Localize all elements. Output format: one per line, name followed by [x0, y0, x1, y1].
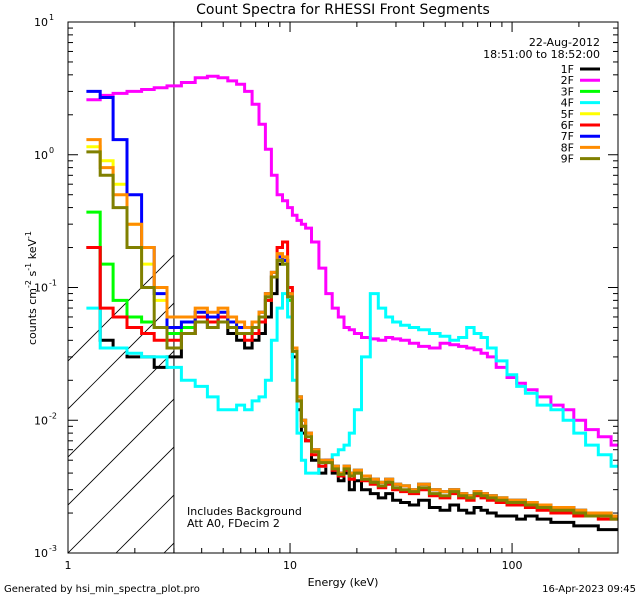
y-tick-label: 10: [34, 149, 48, 162]
hatch-line: [260, 33, 640, 553]
hatch-line: [404, 33, 640, 553]
series-line-6F: [86, 240, 618, 521]
legend-label-1F: 1F: [561, 63, 574, 76]
hatch-line: [68, 350, 174, 458]
excluded-energy-region: [68, 33, 640, 553]
legend-label-2F: 2F: [561, 74, 574, 87]
x-tick-label: 1: [65, 559, 72, 572]
x-tick-label: 10: [283, 559, 297, 572]
y-label-mid-2: keV: [26, 239, 39, 263]
time-range-label: 18:51:00 to 18:52:00: [483, 48, 600, 61]
x-tick-labels: 1 10 100: [65, 559, 523, 572]
y-label-sup-1: -2: [24, 280, 33, 288]
y-label-base: counts cm: [26, 288, 39, 345]
legend-label-6F: 6F: [561, 119, 574, 132]
hatch-line: [308, 33, 640, 553]
legend-label-4F: 4F: [561, 97, 574, 110]
y-tick-exponent: 1: [49, 13, 54, 22]
series-layer: [86, 22, 618, 553]
legend-label-5F: 5F: [561, 108, 574, 121]
legend-label-3F: 3F: [561, 85, 574, 98]
y-label-sup-3: -1: [24, 231, 33, 239]
y-tick-exponent: -1: [49, 279, 57, 288]
series-line-4F: [86, 292, 618, 475]
y-tick-label: 10: [34, 16, 48, 29]
y-label-sup-2: -1: [24, 263, 33, 271]
hatch-line: [356, 33, 640, 553]
annotation-attenuator: Att A0, FDecim 2: [187, 517, 280, 530]
chart-title: Count Spectra for RHESSI Front Segments: [196, 2, 490, 18]
x-tick-label: 100: [502, 559, 523, 572]
hatch-line: [68, 398, 174, 506]
hatch-line: [68, 446, 174, 553]
y-tick-label: 10: [34, 414, 48, 427]
legend-label-9F: 9F: [561, 153, 574, 166]
x-axis-label: Energy (keV): [308, 576, 379, 589]
hatch-line: [452, 33, 640, 553]
legend-label-8F: 8F: [561, 141, 574, 154]
series-line-9F: [86, 150, 618, 521]
y-axis-label: counts cm-2 s-1 keV-1: [24, 231, 39, 345]
footer-generated-by: Generated by hsi_min_spectra_plot.pro: [4, 584, 200, 595]
y-tick-label: 10: [34, 547, 48, 560]
y-tick-exponent: -2: [49, 411, 57, 420]
footer-timestamp: 16-Apr-2023 09:45: [542, 584, 636, 595]
y-label-mid-1: s: [26, 270, 39, 279]
y-tick-exponent: -3: [49, 544, 57, 553]
legend-label-7F: 7F: [561, 130, 574, 143]
axis-ticks: [67, 21, 619, 554]
series-line-2F: [86, 74, 618, 447]
date-label: 22-Aug-2012: [529, 36, 600, 49]
y-tick-exponent: 0: [49, 146, 54, 155]
y-tick-label: 10: [34, 282, 48, 295]
hatch-line: [68, 254, 174, 362]
annotation-background: Includes Background: [187, 505, 302, 518]
